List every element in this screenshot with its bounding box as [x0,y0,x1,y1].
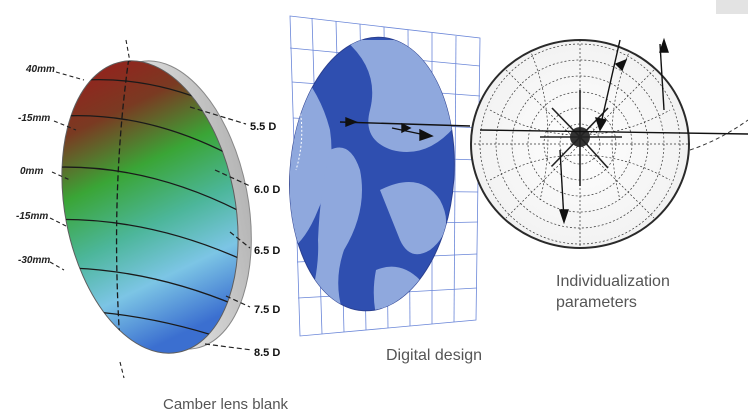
diopter-leaders [189,106,253,351]
dial-arrows [479,37,748,225]
diopter-label: 5.5 D [250,121,276,133]
mm-labels: 40mm -15mm 0mm -15mm -30mm [16,64,55,266]
diopter-label: 6.0 D [254,184,280,196]
digital-design-caption: Digital design [386,347,483,364]
lens-blank-caption: Camber lens blank [163,396,289,413]
diopter-label: 7.5 D [254,304,280,316]
dial-exit-curve [689,119,748,151]
individualization-caption-line1: Individualization [556,273,670,290]
mm-leaders [49,39,131,379]
lens-blank: 40mm -15mm 0mm -15mm -30mm 5.5 D 6.0 D 6… [16,39,280,379]
mm-label: -15mm [18,113,50,124]
lens-face [61,60,239,354]
diopter-label: 6.5 D [254,245,280,257]
design-arrows [339,116,471,141]
diopter-labels: 5.5 D 6.0 D 6.5 D 7.5 D 8.5 D [250,121,280,359]
mm-label: 40mm [25,64,55,75]
individualization-caption-line2: parameters [556,294,637,311]
individualization-diagram [470,37,748,249]
mm-label: -15mm [16,211,48,222]
mm-label: 0mm [20,166,43,177]
diopter-label: 8.5 D [254,347,280,359]
corner-tab [716,0,748,14]
digital-design [289,15,481,337]
mm-label: -30mm [18,255,50,266]
individualization-caption: Individualization parameters [556,271,670,313]
